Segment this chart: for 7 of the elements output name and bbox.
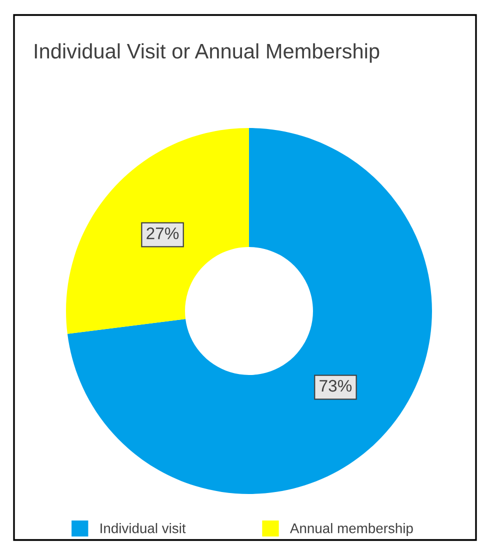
chart-title: Individual Visit or Annual Membership (34, 43, 380, 63)
legend-label: Individual visit (100, 523, 186, 534)
data-label: 27% (146, 227, 179, 240)
data-label: 73% (320, 380, 352, 392)
legend-label: Annual membership (290, 523, 413, 536)
donut-slice (67, 128, 432, 494)
donut-slice (66, 128, 249, 334)
